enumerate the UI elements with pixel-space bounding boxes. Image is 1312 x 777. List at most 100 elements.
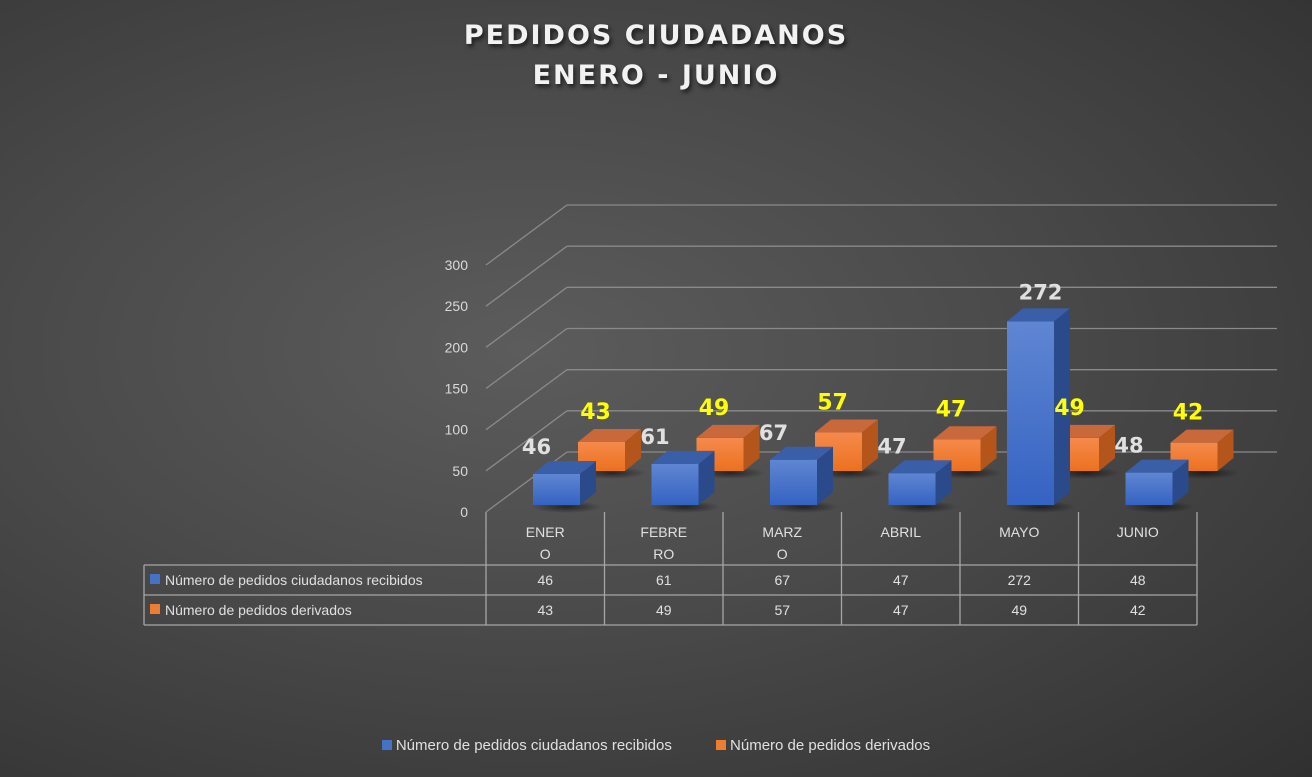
bar-front bbox=[651, 463, 699, 505]
data-label-derivados: 57 bbox=[817, 391, 848, 416]
bar-recibidos bbox=[531, 460, 602, 513]
table-cell: 57 bbox=[774, 602, 790, 618]
y-tick-label: 200 bbox=[445, 339, 469, 355]
table-cell: 61 bbox=[656, 572, 672, 588]
bar-side bbox=[743, 424, 760, 471]
chart-subtitle: ENERO - JUNIO bbox=[532, 60, 780, 91]
bar-recibidos bbox=[1005, 308, 1076, 513]
bar-recibidos bbox=[886, 460, 958, 513]
bar-front bbox=[1007, 321, 1054, 505]
data-label-recibidos: 61 bbox=[640, 425, 669, 449]
bar-side bbox=[625, 428, 641, 471]
bar-derivados bbox=[576, 428, 647, 479]
bar-front bbox=[1125, 472, 1173, 505]
table-cell: 47 bbox=[893, 572, 909, 588]
data-label-derivados: 42 bbox=[1173, 401, 1204, 426]
data-label-derivados: 43 bbox=[580, 400, 611, 425]
bar-front bbox=[888, 473, 936, 505]
y-tick-label: 50 bbox=[452, 463, 468, 479]
bar-side bbox=[1217, 429, 1234, 471]
x-tick-label: JUNIO bbox=[1117, 524, 1159, 540]
bar-side bbox=[1054, 308, 1070, 505]
legend: Número de pedidos ciudadanos recibidos N… bbox=[0, 737, 1312, 754]
table-cell: 49 bbox=[656, 602, 672, 618]
data-label-derivados: 49 bbox=[699, 396, 730, 421]
data-label-recibidos: 47 bbox=[877, 434, 906, 458]
table-cell: 272 bbox=[1008, 572, 1032, 588]
data-label-derivados: 47 bbox=[936, 397, 967, 422]
x-tick-label: MARZ bbox=[762, 524, 802, 540]
data-labels: 43 46 49 61 57 67 47 47 49 272 42 48 bbox=[522, 280, 1203, 459]
bar-recibidos bbox=[649, 450, 721, 513]
bar-top bbox=[1007, 308, 1070, 322]
data-label-recibidos: 48 bbox=[1114, 434, 1143, 458]
chart-title: PEDIDOS CIUDADANOS bbox=[463, 20, 849, 51]
bar-derivados bbox=[931, 426, 1003, 479]
legend-label: Número de pedidos ciudadanos recibidos bbox=[395, 737, 672, 754]
table-legend-key bbox=[150, 604, 160, 614]
bar-derivados bbox=[813, 419, 884, 479]
gridline-side bbox=[485, 245, 568, 307]
x-tick-label: ENER bbox=[526, 524, 565, 540]
table-cell: 42 bbox=[1130, 602, 1146, 618]
bar-side bbox=[980, 426, 997, 471]
data-label-derivados: 49 bbox=[1054, 396, 1085, 421]
y-tick-label: 100 bbox=[445, 422, 469, 438]
gridlines bbox=[485, 204, 1277, 513]
bar-top bbox=[1170, 429, 1234, 443]
legend-item-derivados[interactable]: Número de pedidos derivados bbox=[716, 737, 930, 754]
bar-top bbox=[770, 446, 833, 460]
gridline-side bbox=[485, 204, 568, 266]
x-tick-label: O bbox=[777, 546, 788, 562]
bar-top bbox=[815, 419, 878, 433]
x-tick-label: FEBRE bbox=[640, 524, 687, 540]
table-cell: 46 bbox=[537, 572, 553, 588]
bar-side bbox=[1099, 424, 1115, 471]
data-label-recibidos: 67 bbox=[759, 421, 788, 445]
data-label-recibidos: 46 bbox=[522, 435, 551, 459]
legend-label: Número de pedidos derivados bbox=[730, 737, 931, 754]
gridline-side bbox=[485, 327, 568, 390]
bar-side bbox=[935, 460, 952, 505]
y-tick-label: 150 bbox=[445, 381, 469, 397]
bar-side bbox=[580, 460, 596, 505]
bar-recibidos bbox=[768, 446, 839, 513]
bar-side bbox=[1172, 459, 1189, 505]
y-tick-label: 0 bbox=[460, 504, 468, 520]
table-series-name: Número de pedidos derivados bbox=[165, 602, 352, 618]
data-table: ENER O FEBRE RO MARZ O ABRIL MAYO JUNIO Número de… bbox=[143, 512, 1198, 626]
y-tick-label: 300 bbox=[445, 257, 469, 273]
gridline-side bbox=[485, 286, 568, 348]
table-legend-key bbox=[150, 574, 160, 584]
bar-side bbox=[698, 450, 715, 505]
data-label-recibidos: 272 bbox=[1019, 280, 1063, 304]
legend-item-recibidos[interactable]: Número de pedidos ciudadanos recibidos bbox=[381, 737, 672, 754]
table-cell: 67 bbox=[774, 572, 790, 588]
x-tick-label: O bbox=[540, 546, 551, 562]
bar-recibidos bbox=[1123, 459, 1195, 513]
x-tick-label: RO bbox=[653, 546, 674, 562]
bar-top bbox=[1125, 459, 1189, 473]
bar-top bbox=[933, 426, 997, 440]
bar-top bbox=[578, 428, 641, 442]
table-cell: 49 bbox=[1011, 602, 1027, 618]
table-cell: 43 bbox=[537, 602, 553, 618]
bars bbox=[531, 308, 1240, 513]
bar-front bbox=[533, 473, 580, 505]
legend-swatch-orange bbox=[716, 740, 727, 750]
bar-top bbox=[888, 460, 952, 474]
x-tick-label: MAYO bbox=[999, 524, 1039, 540]
bar-top bbox=[696, 424, 760, 438]
table-cell: 48 bbox=[1130, 572, 1146, 588]
bar-top bbox=[533, 460, 596, 474]
legend-swatch-blue bbox=[381, 740, 392, 750]
table-cell: 47 bbox=[893, 602, 909, 618]
gridline-side bbox=[485, 410, 568, 472]
x-tick-label: ABRIL bbox=[881, 524, 922, 540]
y-axis-ticks: 0 50 100 150 200 250 300 bbox=[445, 257, 469, 520]
bar-top bbox=[651, 450, 715, 464]
bar-front bbox=[770, 459, 817, 505]
table-series-name: Número de pedidos ciudadanos recibidos bbox=[165, 572, 423, 588]
bar-side bbox=[862, 419, 878, 471]
